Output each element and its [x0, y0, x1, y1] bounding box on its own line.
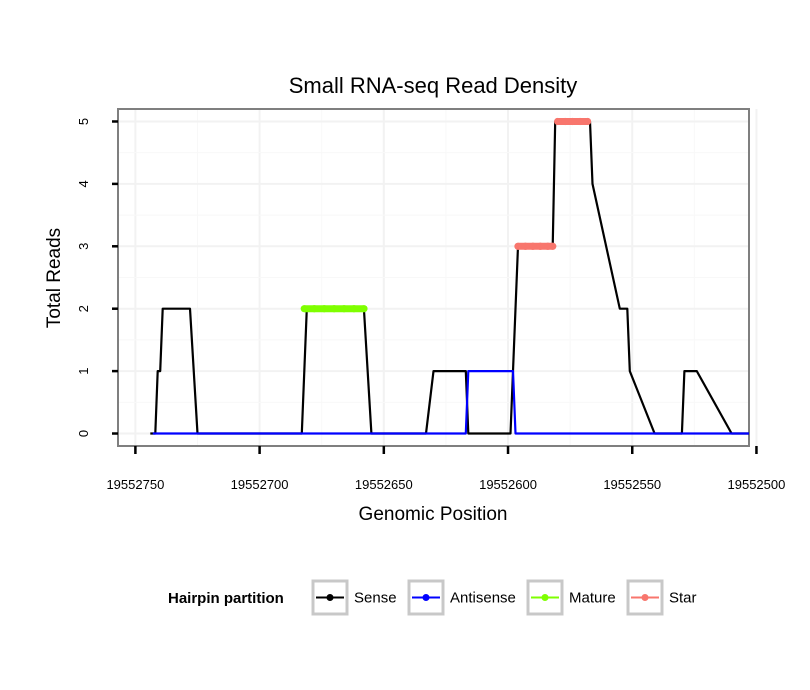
y-axis: 0 1 2 3 4 5 [76, 118, 118, 437]
series-point-star [536, 242, 544, 250]
plot-panel [117, 108, 750, 447]
series-point-star [554, 117, 562, 126]
legend-title: Hairpin partition [168, 590, 284, 607]
legend: Hairpin partition Sense Antisense Mature St… [168, 579, 697, 616]
series-point-mature [350, 305, 358, 313]
legend-key-point-sense [326, 594, 334, 601]
y-tick-label: 4 [76, 180, 91, 187]
y-tick-label: 1 [76, 367, 91, 374]
series-point-star [569, 117, 577, 126]
legend-label-sense: Sense [354, 590, 397, 607]
series-point-mature [310, 305, 318, 313]
series-point-mature [300, 305, 308, 313]
grid-lines [118, 109, 758, 446]
y-tick-label: 2 [76, 305, 91, 312]
legend-key-point-mature [541, 594, 549, 601]
series-layer [150, 117, 749, 435]
x-axis-title: Genomic Position [359, 504, 508, 525]
series-point-star [583, 117, 592, 126]
series-point-star [514, 242, 522, 250]
x-tick-label: 19552500 [728, 477, 786, 492]
series-line-antisense [152, 370, 749, 435]
series-point-star [521, 242, 530, 250]
legend-key-point-antisense [422, 594, 430, 601]
legend-label-antisense: Antisense [450, 590, 516, 607]
series-point-star [549, 242, 557, 250]
x-tick-label: 19552750 [106, 477, 164, 492]
x-tick-label: 19552650 [355, 477, 413, 492]
legend-label-star: Star [669, 590, 697, 607]
chart-title: Small RNA-seq Read Density [289, 73, 578, 98]
x-tick-label: 19552550 [603, 477, 661, 492]
series-point-star [576, 117, 584, 126]
y-tick-label: 3 [76, 243, 91, 250]
series-point-star [544, 242, 552, 250]
x-tick-label: 19552700 [231, 477, 289, 492]
series-point-mature [330, 305, 338, 313]
legend-key-point-star [641, 594, 649, 601]
series-point-star [561, 117, 569, 126]
y-tick-label: 5 [76, 118, 91, 125]
x-axis: 19552750 19552700 19552650 19552600 19552550… [106, 446, 785, 492]
series-point-mature [320, 305, 328, 313]
x-tick-label: 19552600 [479, 477, 537, 492]
y-tick-label: 0 [76, 430, 91, 437]
series-point-mature [340, 305, 348, 313]
legend-label-mature: Mature [569, 590, 616, 607]
series-point-star [529, 242, 537, 250]
y-axis-title: Total Reads [44, 228, 65, 328]
series-point-mature [360, 305, 368, 313]
